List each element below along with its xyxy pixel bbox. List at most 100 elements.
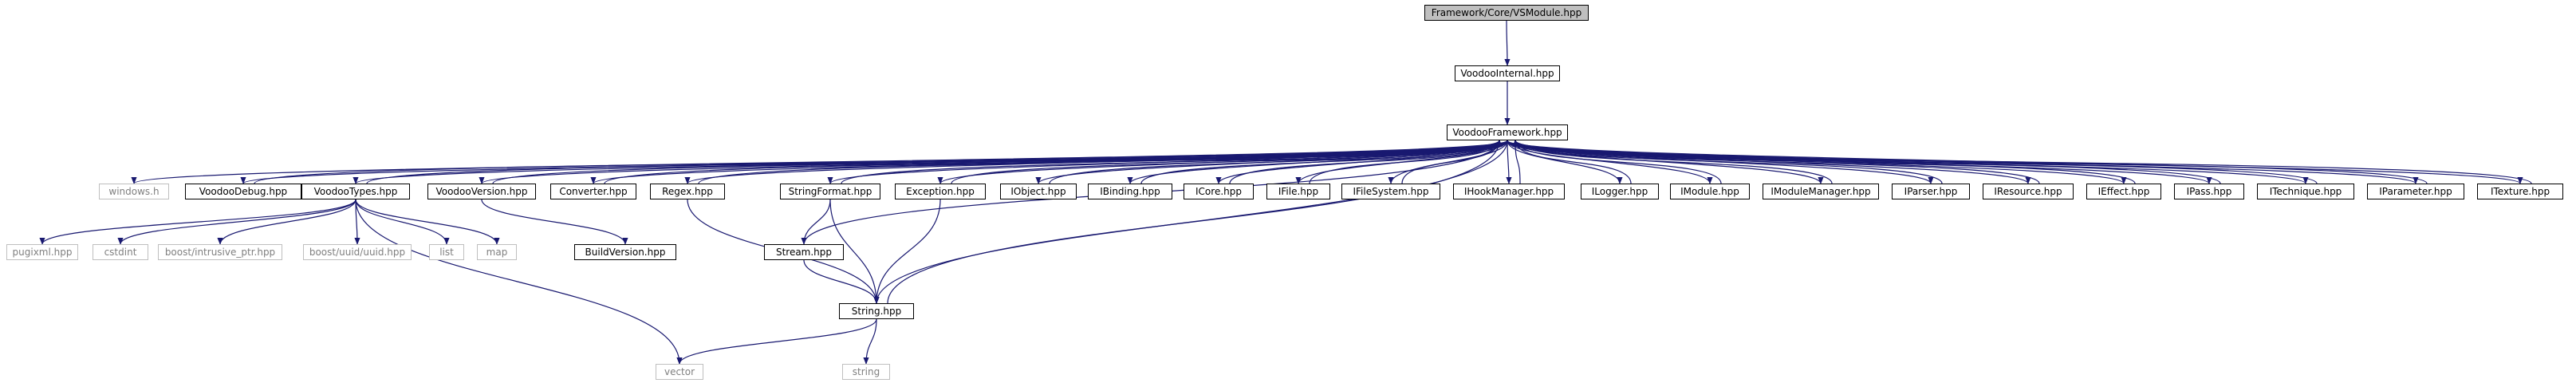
node-icore[interactable]: ICore.hpp [1184,184,1254,199]
edge-stream-to-str [803,259,880,304]
node-label: IParser.hpp [1904,186,1958,197]
node-exception[interactable]: Exception.hpp [895,184,986,199]
edge-vt-to-vf [366,140,1503,184]
node-label: Regex.hpp [662,186,713,197]
node-label: IBinding.hpp [1100,186,1160,197]
node-label: IHookManager.hpp [1463,186,1554,197]
node-label: ILogger.hpp [1591,186,1648,197]
node-voodooframework[interactable]: VoodooFramework.hpp [1447,124,1568,140]
edge-vt-to-cstd [117,199,356,245]
node-itexture[interactable]: ITexture.hpp [2477,184,2563,199]
node-string[interactable]: String.hpp [839,303,914,319]
edge-itex-to-vf [1512,140,2532,184]
node-label: boost/uuid/uuid.hpp [309,247,406,258]
edge-ifs-to-vf [1401,140,1503,184]
node-voodooversion[interactable]: VoodooVersion.hpp [427,184,536,199]
edge-vf-to-imod [1507,140,1713,184]
node-buildversion[interactable]: BuildVersion.hpp [574,244,676,260]
edge-ires-to-vf [1512,140,2040,184]
node-label: ITexture.hpp [2490,186,2550,197]
edge-vf-to-ihm [1506,140,1512,184]
node-imodulemanager[interactable]: IModuleManager.hpp [1763,184,1879,199]
node-map: map [477,244,517,260]
edge-itech-to-vf [1512,140,2318,184]
node-label: IObject.hpp [1010,186,1066,197]
edge-iobj-to-vf [1049,140,1503,184]
node-std-string: string [842,364,890,380]
node-label: VoodooInternal.hpp [1460,68,1554,79]
node-label: ICore.hpp [1195,186,1242,197]
edge-vt-to-pugi [39,199,356,245]
edge-str-to-vf [887,140,1503,304]
node-iobject[interactable]: IObject.hpp [1000,184,1077,199]
edge-vf-to-win [131,140,1508,184]
edge-str-to-string [863,318,877,365]
node-label: IModule.hpp [1680,186,1739,197]
node-label: VoodooVersion.hpp [435,186,528,197]
node-imodule[interactable]: IModule.hpp [1670,184,1750,199]
node-list: list [429,244,464,260]
edge-imm-to-vf [1512,140,1833,184]
edge-sf-to-stream [801,199,831,245]
node-label: pugixml.hpp [12,247,73,258]
edge-conv-to-vf [604,140,1503,184]
edge-icore-to-vf [1229,140,1503,184]
node-label: IResource.hpp [1994,186,2062,197]
node-voodoointernal[interactable]: VoodooInternal.hpp [1455,65,1560,81]
edge-ipass-to-vf [1512,140,2221,184]
edge-ifile-to-vf [1309,140,1503,184]
node-ifile[interactable]: IFile.hpp [1266,184,1330,199]
node-label: VoodooDebug.hpp [199,186,288,197]
edge-ieff-to-vf [1512,140,2136,184]
edge-vv-to-vf [492,140,1503,184]
edge-ilog-to-vf [1512,140,1632,184]
node-label: VoodooTypes.hpp [313,186,398,197]
node-ifilesystem[interactable]: IFileSystem.hpp [1341,184,1440,199]
node-iresource[interactable]: IResource.hpp [1983,184,2074,199]
node-ihookmanager[interactable]: IHookManager.hpp [1453,184,1565,199]
edge-exc-to-str [873,199,941,304]
node-voodoodebug[interactable]: VoodooDebug.hpp [185,184,301,199]
edge-vt-to-bip [217,199,356,245]
node-label: windows.h [108,186,160,197]
node-stringformat[interactable]: StringFormat.hpp [780,184,880,199]
node-iparser[interactable]: IParser.hpp [1892,184,1970,199]
node-voodootypes[interactable]: VoodooTypes.hpp [301,184,410,199]
node-stream[interactable]: Stream.hpp [764,244,844,260]
node-boost-uuid: boost/uuid/uuid.hpp [303,244,412,260]
node-ilogger[interactable]: ILogger.hpp [1581,184,1659,199]
node-label: Exception.hpp [906,186,975,197]
node-boost-intrusive-ptr: boost/intrusive_ptr.hpp [158,244,282,260]
node-cstdint: cstdint [93,244,148,260]
node-vector: vector [656,364,703,380]
node-windows-h: windows.h [99,184,169,199]
node-label: string [852,366,880,377]
node-label: Converter.hpp [559,186,628,197]
node-label: BuildVersion.hpp [585,247,666,258]
edge-vv-to-bv [481,199,628,245]
node-ipass[interactable]: IPass.hpp [2174,184,2244,199]
node-itechnique[interactable]: ITechnique.hpp [2257,184,2354,199]
edge-sf-to-str [829,199,880,304]
node-label: list [439,247,454,258]
node-ieffect[interactable]: IEffect.hpp [2086,184,2161,199]
node-root-vsmodule: Framework/Core/VSModule.hpp [1424,5,1589,21]
edge-str-to-vec [676,318,877,365]
node-label: Framework/Core/VSModule.hpp [1431,7,1582,18]
node-iparameter[interactable]: IParameter.hpp [2367,184,2464,199]
node-label: VoodooFramework.hpp [1452,127,1562,138]
edge-vf-to-ilog [1507,140,1623,184]
edge-ipar-to-vf [1512,140,1943,184]
edge-exc-to-vf [951,140,1503,184]
node-label: IFile.hpp [1278,186,1319,197]
node-label: IPass.hpp [2186,186,2232,197]
node-converter[interactable]: Converter.hpp [550,184,636,199]
node-pugixml: pugixml.hpp [6,244,78,260]
node-label: IModuleManager.hpp [1771,186,1871,197]
node-ibinding[interactable]: IBinding.hpp [1088,184,1172,199]
node-label: ITechnique.hpp [2269,186,2342,197]
node-label: IEffect.hpp [2097,186,2150,197]
edge-sf-to-vf [841,140,1503,184]
node-regex[interactable]: Regex.hpp [650,184,725,199]
